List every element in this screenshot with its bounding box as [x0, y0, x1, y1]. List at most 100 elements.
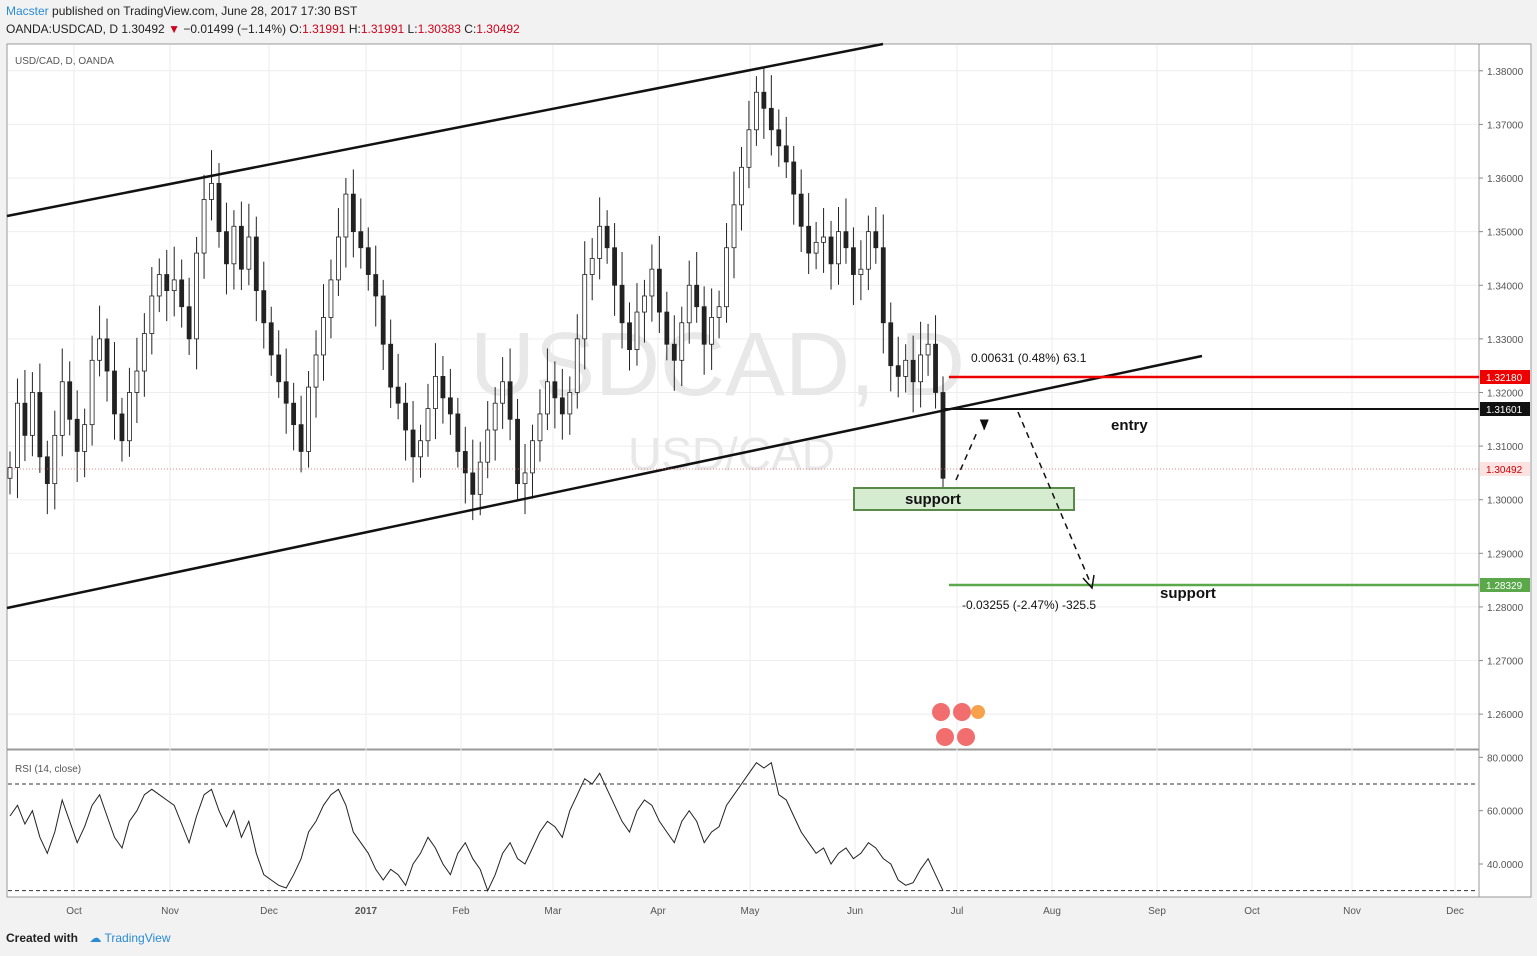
candle-body [880, 247, 886, 324]
candle-body [373, 274, 379, 297]
candle-body [52, 434, 58, 485]
y-tick-label: 1.36000 [1487, 174, 1524, 185]
candle-body [701, 306, 707, 345]
candle-body [201, 199, 207, 254]
rsi-plot [8, 761, 1478, 893]
footer: Created with ☁ TradingView [6, 931, 171, 945]
high-value: 1.31991 [360, 22, 405, 36]
y-tick-label: 1.34000 [1487, 281, 1524, 292]
y-tick-label: 1.35000 [1487, 228, 1524, 239]
support-line-label: support [1160, 585, 1216, 602]
rsi-line [9, 761, 944, 893]
publish-text: published on TradingView.com, June 28, 2… [52, 4, 358, 18]
candle-body [291, 402, 297, 426]
candle-body [246, 236, 252, 270]
candle-body [873, 231, 879, 249]
candle-body [739, 166, 744, 206]
us-flag-icon[interactable] [936, 728, 954, 746]
open-label: O: [289, 22, 303, 36]
candle-body [59, 381, 65, 436]
publish-info: Macster published on TradingView.com, Ju… [6, 4, 357, 18]
candle-body [530, 440, 535, 474]
x-tick-label: Oct [66, 906, 82, 917]
candle-body [656, 268, 662, 313]
candle-body [209, 182, 214, 200]
candle-body [574, 338, 580, 393]
candle-body [537, 413, 543, 442]
candle-body [768, 107, 774, 131]
y-tick-label: 1.30000 [1487, 496, 1524, 507]
lower-measure-label: -0.03255 (-2.47%) -325.5 [962, 598, 1096, 612]
economic-events[interactable] [932, 703, 985, 746]
candle-body [724, 247, 729, 308]
candle-body [395, 386, 401, 404]
candle-body [492, 402, 498, 431]
y-tick-label: 1.33000 [1487, 335, 1524, 346]
x-tick-label: Jun [847, 906, 863, 917]
current-price-tag [1480, 462, 1530, 476]
rsi-pane[interactable] [6, 749, 1480, 898]
candle-body [798, 193, 804, 227]
candle-body [642, 295, 647, 313]
support-zone-label: support [905, 491, 961, 508]
support-zone[interactable] [853, 487, 1075, 511]
candle-body [268, 322, 274, 356]
candle-body [634, 311, 640, 350]
candle-body [597, 225, 603, 259]
candle-body [380, 295, 386, 345]
candle-body [67, 381, 73, 420]
open-value: 1.31991 [302, 22, 346, 36]
lower-channel-line[interactable] [6, 354, 1203, 610]
y-tick-label: 1.31000 [1487, 442, 1524, 453]
candle-body [82, 424, 88, 452]
rsi-title: RSI (14, close) [15, 764, 81, 775]
x-tick-label: Apr [650, 906, 666, 917]
candle-body [134, 370, 140, 393]
candle-body [37, 392, 43, 458]
canada-flag-icon[interactable] [932, 703, 950, 721]
main-pane[interactable] [6, 43, 1480, 750]
candle-body [224, 231, 229, 265]
candle-body [15, 402, 20, 468]
event-icon[interactable] [971, 705, 985, 719]
candle-body [119, 413, 125, 442]
candle-body [321, 317, 326, 356]
us-flag-icon[interactable] [957, 728, 975, 746]
x-tick-label: May [741, 906, 760, 917]
upper-measure-label: 0.00631 (0.48%) 63.1 [971, 351, 1087, 365]
candle-body [731, 204, 737, 249]
candle-body [343, 193, 349, 238]
candle-body [141, 333, 147, 372]
candle-body [29, 392, 35, 436]
up-arrowhead-icon [980, 419, 989, 431]
tradingview-logo-link[interactable]: ☁ TradingView [89, 931, 171, 945]
y-axis-labels: 1.38000 1.37000 1.36000 1.35000 1.34000 1.330… [1479, 67, 1524, 721]
y-tick-label: 1.27000 [1487, 657, 1524, 668]
candle-body [679, 322, 685, 361]
candle-body [261, 290, 267, 324]
upper-channel-line[interactable] [6, 42, 884, 218]
candle-body [112, 370, 117, 415]
current-price-value: 1.30492 [1486, 465, 1523, 476]
red-level-tag [1480, 370, 1530, 384]
author-link[interactable]: Macster [6, 4, 49, 18]
candle-body [22, 402, 28, 436]
canada-flag-icon[interactable] [953, 703, 971, 721]
candle-body [649, 268, 655, 297]
rsi-axis-labels: 80.0000 60.0000 40.0000 [1479, 753, 1524, 871]
candle-body [433, 375, 438, 409]
candle-body [276, 354, 282, 383]
candle-body [336, 236, 341, 281]
candle-body [865, 231, 871, 270]
candle-body [828, 236, 834, 265]
candle-body [507, 381, 513, 420]
candle-body [776, 129, 782, 147]
candle-body [164, 274, 170, 292]
candle-body [925, 343, 931, 356]
low-value: 1.30383 [417, 22, 461, 36]
candle-body [836, 231, 841, 265]
candle-body [612, 247, 617, 286]
candle-body [44, 456, 50, 485]
y-tick-label: 1.29000 [1487, 549, 1524, 560]
